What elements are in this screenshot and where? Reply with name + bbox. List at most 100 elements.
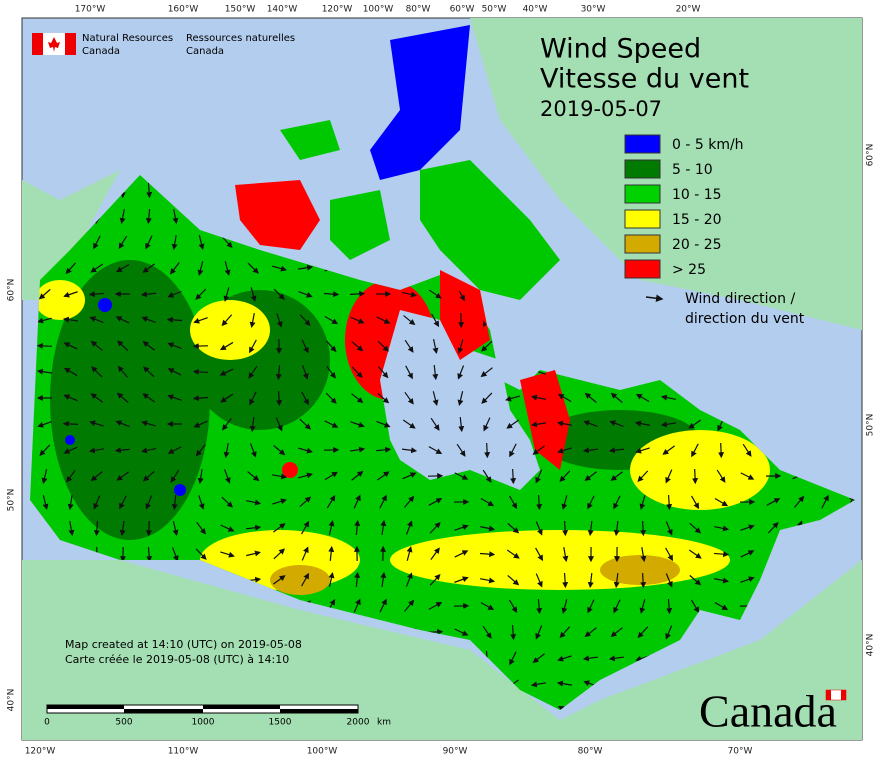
wind-arrow xyxy=(93,495,101,510)
wind-arrow xyxy=(198,235,205,250)
wind-zones xyxy=(35,260,770,595)
graticule-label: 120°W xyxy=(25,747,56,757)
wind-arrow xyxy=(298,472,313,479)
wind-arrow xyxy=(166,316,183,323)
scale-bar-segment xyxy=(124,709,203,713)
wind-arrow xyxy=(692,468,699,485)
wind-arrow xyxy=(508,495,518,510)
wind-arrow xyxy=(169,262,180,275)
wind-arrow xyxy=(39,444,51,456)
wind-arrow xyxy=(328,571,335,587)
legend-label: 10 - 15 xyxy=(672,187,722,203)
graticule-label: 150°W xyxy=(225,5,256,15)
wind-arrow xyxy=(740,472,755,480)
wind-arrow xyxy=(88,291,105,298)
wind-arrow xyxy=(530,394,546,401)
wind-arrow xyxy=(483,417,491,432)
wind-arrow xyxy=(557,393,572,402)
wind-arrow xyxy=(609,420,624,428)
wind-arrow xyxy=(507,574,520,586)
wind-arrow xyxy=(116,471,130,481)
wind-arrow xyxy=(197,468,204,485)
wind-arrow xyxy=(38,288,51,300)
legend-label: 20 - 25 xyxy=(672,237,722,253)
wind-arrow xyxy=(613,520,620,537)
wind-arrow xyxy=(714,577,730,584)
wind-arrow xyxy=(428,289,442,299)
wind-arrow xyxy=(93,235,101,250)
wind-arrow xyxy=(665,469,673,484)
wind-arrow xyxy=(610,471,623,481)
wind-arrow xyxy=(195,444,206,457)
legend-swatch xyxy=(624,134,661,154)
wind-arrow xyxy=(404,599,415,612)
wind-arrow xyxy=(351,393,364,404)
wind-arrow xyxy=(562,520,569,537)
wind-arrow xyxy=(298,290,313,298)
wind-arrow xyxy=(405,520,413,535)
wind-arrow xyxy=(480,602,495,610)
wind-arrow xyxy=(63,446,78,454)
wind-arrow xyxy=(587,495,595,510)
wind-arrow xyxy=(376,471,390,481)
wind-arrow xyxy=(432,391,439,406)
wind-arrow xyxy=(431,313,440,328)
zone xyxy=(630,430,770,510)
wind-arrow xyxy=(666,494,673,511)
wind-arrow xyxy=(536,494,543,511)
wind-arrow xyxy=(250,287,257,302)
zone xyxy=(390,530,730,590)
legend-direction: direction du vent xyxy=(685,311,805,327)
wind-arrow xyxy=(66,469,76,483)
wind-arrow xyxy=(247,471,260,482)
legend-swatch xyxy=(624,234,661,254)
flag-icon-band xyxy=(32,33,43,55)
wordmark: Canada xyxy=(699,686,837,737)
wind-arrow xyxy=(689,522,702,534)
wind-arrow xyxy=(273,548,286,560)
wind-arrow xyxy=(172,547,179,562)
wind-arrow xyxy=(402,291,417,298)
wind-arrow xyxy=(167,394,182,401)
wind-arrow xyxy=(68,521,75,537)
wind-arrow xyxy=(224,261,231,276)
wind-arrow xyxy=(146,546,153,563)
wordmark-flag-band xyxy=(826,690,831,700)
wind-arrow xyxy=(557,655,572,662)
graticule-label: 40°N xyxy=(866,634,876,657)
wind-arrow xyxy=(192,395,209,402)
wind-arrow xyxy=(65,262,77,275)
wind-arrow xyxy=(275,417,283,432)
wind-arrow xyxy=(62,420,79,427)
wind-arrow xyxy=(90,393,103,403)
wind-arrow xyxy=(171,235,178,251)
wind-arrow xyxy=(430,417,440,431)
wind-arrow xyxy=(42,495,49,510)
wind-arrow xyxy=(506,549,520,559)
wind-arrow xyxy=(454,524,469,531)
wind-arrow xyxy=(530,681,546,688)
wind-arrow xyxy=(508,599,518,614)
legend-label: 15 - 20 xyxy=(672,212,722,228)
wind-arrow xyxy=(90,340,103,351)
usa-land xyxy=(22,560,862,740)
wind-arrow xyxy=(432,339,439,355)
wind-arrow xyxy=(63,367,78,377)
wind-arrow xyxy=(377,366,389,379)
wind-arrow xyxy=(90,471,103,482)
wind-arrow xyxy=(353,598,361,613)
graticule-label: 60°N xyxy=(866,144,876,167)
graticule-label: 120°W xyxy=(322,5,353,15)
graticule-label: 90°W xyxy=(443,747,468,757)
scale-labels: 0 500 1000 1500 2000 xyxy=(44,718,370,728)
wind-arrow xyxy=(556,680,573,687)
graticule-label: 160°W xyxy=(168,5,199,15)
wind-arrow xyxy=(635,393,650,403)
wind-arrow xyxy=(662,445,675,455)
wind-arrow xyxy=(275,364,282,381)
wind-arrow xyxy=(223,287,230,302)
wind-arrow xyxy=(665,521,673,536)
wordmark-flag-band xyxy=(841,690,846,700)
wind-arrow xyxy=(639,599,646,614)
wind-arrow xyxy=(88,447,104,454)
